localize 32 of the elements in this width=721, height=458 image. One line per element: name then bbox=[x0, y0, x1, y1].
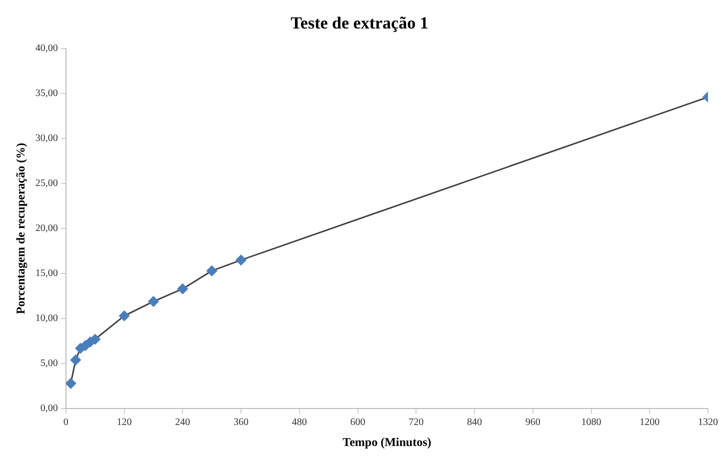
point bbox=[119, 310, 130, 322]
point bbox=[206, 266, 218, 276]
x-tick-label: 1200 bbox=[640, 417, 660, 428]
point bbox=[236, 254, 246, 266]
x-tick-label: 840 bbox=[467, 417, 482, 428]
x-tick-label: 600 bbox=[350, 417, 366, 428]
y-tick-label: 35,00 bbox=[35, 88, 58, 100]
chart-title: Teste de extração 1 bbox=[290, 14, 428, 33]
point bbox=[70, 354, 81, 366]
point bbox=[177, 284, 188, 294]
point bbox=[66, 378, 76, 389]
y-tick-label: 5,00 bbox=[40, 358, 58, 370]
y-tick-label: 20,00 bbox=[35, 223, 58, 234]
y-tick-label: 0,00 bbox=[40, 403, 58, 414]
y-tick-label: 15,00 bbox=[35, 268, 58, 280]
y-tick-label: 40,00 bbox=[35, 43, 58, 54]
y-axis-title: Porcentagem de recuperação (%) bbox=[13, 142, 28, 314]
x-tick-label: 480 bbox=[292, 417, 307, 428]
x-tick-label: 0 bbox=[63, 417, 68, 428]
x-tick-label: 720 bbox=[408, 417, 424, 428]
y-tick-label: 30,00 bbox=[35, 133, 58, 144]
x-tick-label: 960 bbox=[525, 417, 540, 428]
y-tick-label: 10,00 bbox=[35, 313, 58, 324]
point bbox=[148, 296, 159, 307]
point bbox=[90, 334, 100, 345]
x-tick-label: 1320 bbox=[698, 417, 718, 428]
x-tick-label: 360 bbox=[234, 417, 249, 428]
y-tick-label: 25,00 bbox=[35, 178, 58, 190]
x-tick-label: 240 bbox=[175, 417, 190, 428]
x-tick-label: 1080 bbox=[581, 417, 602, 428]
x-axis-title: Tempo (Minutos) bbox=[342, 434, 432, 449]
x-tick-label: 120 bbox=[116, 417, 132, 428]
